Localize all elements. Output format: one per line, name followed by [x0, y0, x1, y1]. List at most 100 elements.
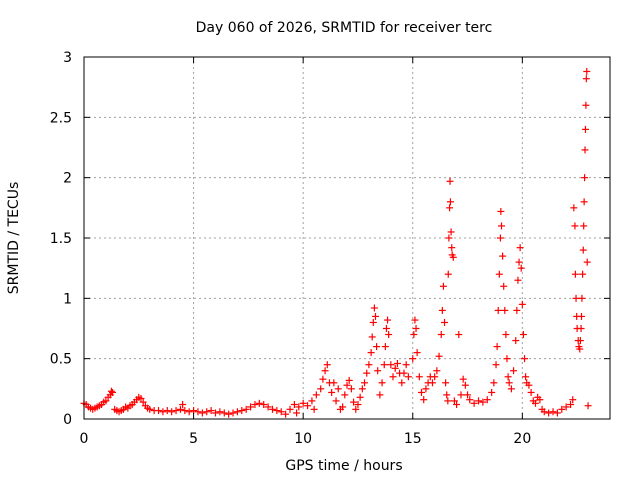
- data-point: [393, 359, 401, 367]
- data-point: [290, 401, 298, 409]
- data-point: [470, 399, 478, 407]
- data-point: [518, 300, 526, 308]
- data-point: [450, 397, 458, 405]
- data-point: [576, 337, 584, 345]
- data-point: [447, 228, 455, 236]
- y-tick-label: 1: [63, 291, 72, 307]
- data-point: [521, 355, 529, 363]
- data-point: [212, 409, 219, 417]
- data-point: [442, 379, 450, 387]
- data-point: [578, 294, 586, 302]
- data-point: [428, 379, 436, 387]
- data-point: [155, 407, 163, 415]
- data-point: [498, 222, 506, 230]
- data-point: [345, 376, 353, 384]
- data-point: [319, 375, 327, 383]
- data-point: [299, 399, 307, 407]
- data-point: [179, 401, 187, 409]
- data-point: [282, 410, 290, 418]
- data-point: [382, 325, 390, 332]
- data-point: [448, 244, 456, 252]
- data-point: [323, 361, 331, 369]
- data-point: [581, 146, 589, 154]
- data-point: [449, 253, 457, 261]
- data-point: [581, 174, 589, 182]
- data-point: [503, 355, 511, 363]
- data-point: [108, 388, 116, 396]
- data-point: [572, 294, 580, 302]
- data-point: [466, 396, 474, 404]
- data-point: [410, 331, 418, 339]
- data-point: [446, 177, 454, 185]
- data-point: [504, 373, 512, 381]
- data-point: [321, 367, 329, 375]
- data-point: [571, 270, 579, 278]
- data-point: [433, 367, 441, 375]
- data-point: [581, 125, 589, 133]
- data-point: [525, 381, 533, 389]
- data-point: [420, 396, 428, 404]
- data-point: [516, 244, 524, 252]
- data-point: [194, 408, 202, 416]
- data-point: [527, 388, 535, 396]
- data-point: [502, 331, 510, 339]
- data-point: [536, 396, 544, 404]
- data-point: [369, 318, 377, 326]
- data-point: [495, 270, 503, 278]
- data-point: [519, 331, 527, 339]
- data-point: [159, 408, 167, 416]
- data-point: [545, 409, 553, 417]
- data-point: [242, 405, 250, 413]
- data-point: [354, 401, 362, 409]
- data-point: [295, 403, 303, 411]
- y-tick-label: 2: [63, 171, 72, 187]
- x-tick-label: 15: [404, 431, 422, 447]
- data-point: [562, 403, 570, 411]
- data-point: [216, 408, 224, 416]
- data-point: [439, 282, 447, 290]
- data-point: [365, 361, 373, 369]
- data-point: [373, 343, 381, 351]
- data-point: [422, 385, 430, 393]
- data-point: [553, 409, 561, 417]
- data-point: [339, 403, 347, 411]
- data-point: [411, 316, 419, 324]
- data-point: [277, 408, 285, 416]
- data-point: [163, 407, 171, 415]
- data-point: [220, 409, 228, 417]
- data-point: [517, 264, 525, 272]
- data-point: [418, 388, 426, 396]
- data-point: [510, 367, 518, 375]
- data-point: [570, 204, 578, 212]
- data-point: [286, 405, 294, 413]
- data-point: [567, 401, 575, 409]
- data-point: [576, 345, 584, 353]
- data-point: [332, 397, 340, 405]
- data-point: [385, 331, 393, 339]
- y-tick-label: 0.5: [50, 352, 72, 368]
- data-point: [398, 379, 406, 387]
- data-point: [514, 276, 522, 284]
- data-point: [457, 391, 465, 399]
- data-point: [352, 405, 360, 413]
- data-point: [343, 381, 351, 389]
- data-point: [190, 407, 198, 415]
- data-point: [370, 304, 378, 312]
- data-point: [580, 198, 588, 206]
- x-tick-label: 5: [189, 431, 198, 447]
- data-point: [531, 399, 539, 407]
- data-point: [146, 405, 154, 413]
- data-point: [356, 393, 364, 401]
- data-point: [371, 312, 379, 320]
- data-point: [497, 207, 505, 215]
- data-point: [384, 316, 392, 324]
- data-point: [376, 391, 384, 399]
- data-point: [264, 403, 272, 411]
- data-point: [583, 67, 591, 75]
- data-point: [409, 355, 417, 363]
- data-point: [107, 387, 115, 395]
- data-point: [494, 306, 502, 314]
- data-point: [389, 373, 397, 381]
- y-tick-label: 2.5: [50, 110, 72, 126]
- data-point: [582, 75, 590, 83]
